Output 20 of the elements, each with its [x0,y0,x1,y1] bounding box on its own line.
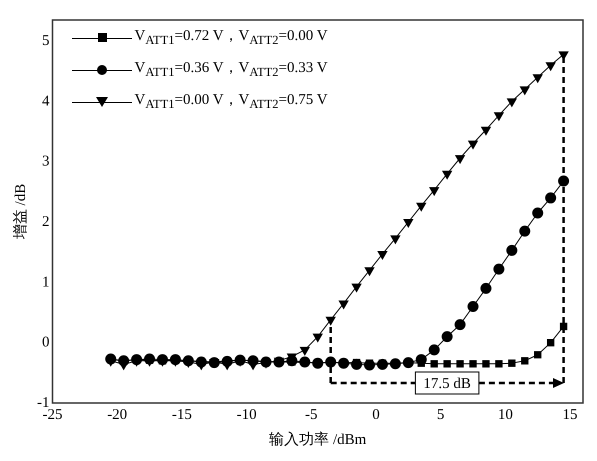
x-tick-label: -5 [305,406,318,423]
x-tick-label: 15 [562,406,578,423]
y-tick-label: 0 [42,334,50,351]
x-tick-label: -20 [107,406,128,423]
legend-label: V$_{ATT1}$=0.72 V，V$_{ATT2}$=0.00 V [134,27,328,49]
y-tick-label: 3 [42,154,50,170]
y-axis-title: 增益 /dB [12,184,29,240]
y-tick-label: 5 [42,33,50,50]
y-tick-label: 4 [42,93,50,110]
x-tick-label: 5 [436,406,444,423]
x-tick-label: 0 [372,406,380,423]
annotation: 17.5 dB [423,376,471,392]
x-tick-label: 10 [498,406,513,423]
x-tick-label: -10 [236,406,257,423]
y-tick-label: 2 [42,214,50,230]
y-tick-label: 1 [42,274,50,290]
x-axis-title: 输入功率 /dBm [269,430,367,448]
legend-label: V$_{ATT1}$=0.00 V，V$_{ATT2}$=0.75 V [134,91,328,113]
x-tick-label: -15 [172,406,192,423]
legend-label: V$_{ATT1}$=0.36 V，V$_{ATT2}$=0.33 V [134,59,328,81]
